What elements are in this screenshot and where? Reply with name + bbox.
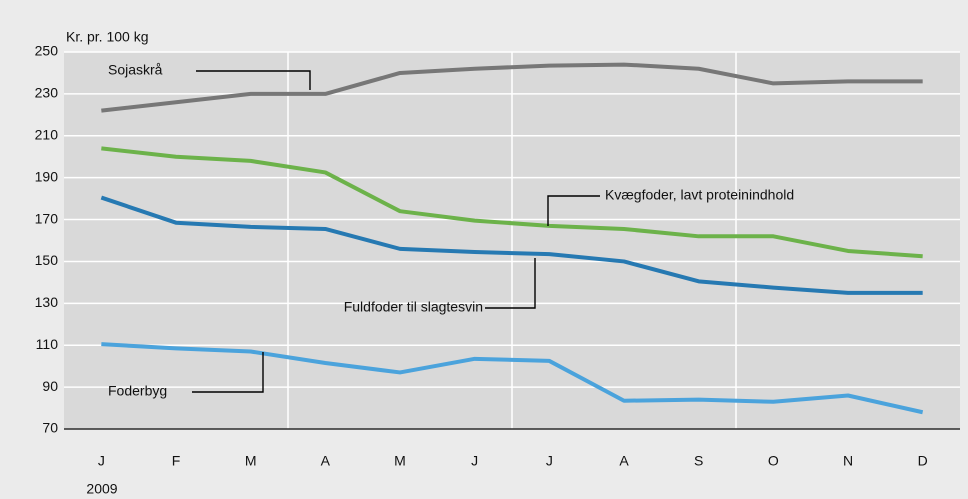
- series-lines: [100, 62, 924, 415]
- y-tick-label: 90: [42, 378, 58, 394]
- x-tick-label: O: [768, 453, 779, 469]
- x-tick-label: J: [546, 453, 553, 469]
- y-tick-label: 130: [35, 294, 59, 310]
- x-tick-label: N: [843, 453, 853, 469]
- x-axis-label: 2009: [86, 481, 117, 497]
- series-label: Sojaskrå: [108, 62, 163, 78]
- series-label: Fuldfoder til slagtesvin: [344, 299, 483, 315]
- series-line: [101, 62, 923, 113]
- callout-line: [192, 352, 264, 393]
- callout-line: [485, 258, 536, 309]
- y-tick-label: 170: [35, 210, 59, 226]
- x-tick-label: J: [98, 453, 105, 469]
- series-label: Kvægfoder, lavt proteinindhold: [605, 187, 794, 203]
- y-tick-label: 190: [35, 168, 59, 184]
- x-tick-label: F: [172, 453, 181, 469]
- y-axis-label: Kr. pr. 100 kg: [66, 29, 149, 45]
- x-tick-label: M: [245, 453, 257, 469]
- x-tick-label: J: [471, 453, 478, 469]
- x-tick-label: M: [394, 453, 406, 469]
- x-tick-label: A: [321, 453, 331, 469]
- series-line: [101, 146, 923, 259]
- y-tick-label: 150: [35, 252, 59, 268]
- callout-line: [196, 70, 311, 90]
- series-label: Foderbyg: [108, 383, 167, 399]
- series-line: [101, 342, 924, 415]
- y-tick-label: 210: [35, 126, 59, 142]
- x-tick-label: D: [918, 453, 928, 469]
- y-tick-label: 250: [35, 43, 59, 59]
- y-tick-label: 70: [42, 420, 58, 436]
- series-line: [100, 195, 923, 295]
- x-tick-label: A: [619, 453, 629, 469]
- x-tick-label: S: [694, 453, 703, 469]
- y-tick-label: 110: [36, 336, 59, 352]
- callout-line: [547, 195, 600, 226]
- y-tick-label: 230: [35, 85, 59, 101]
